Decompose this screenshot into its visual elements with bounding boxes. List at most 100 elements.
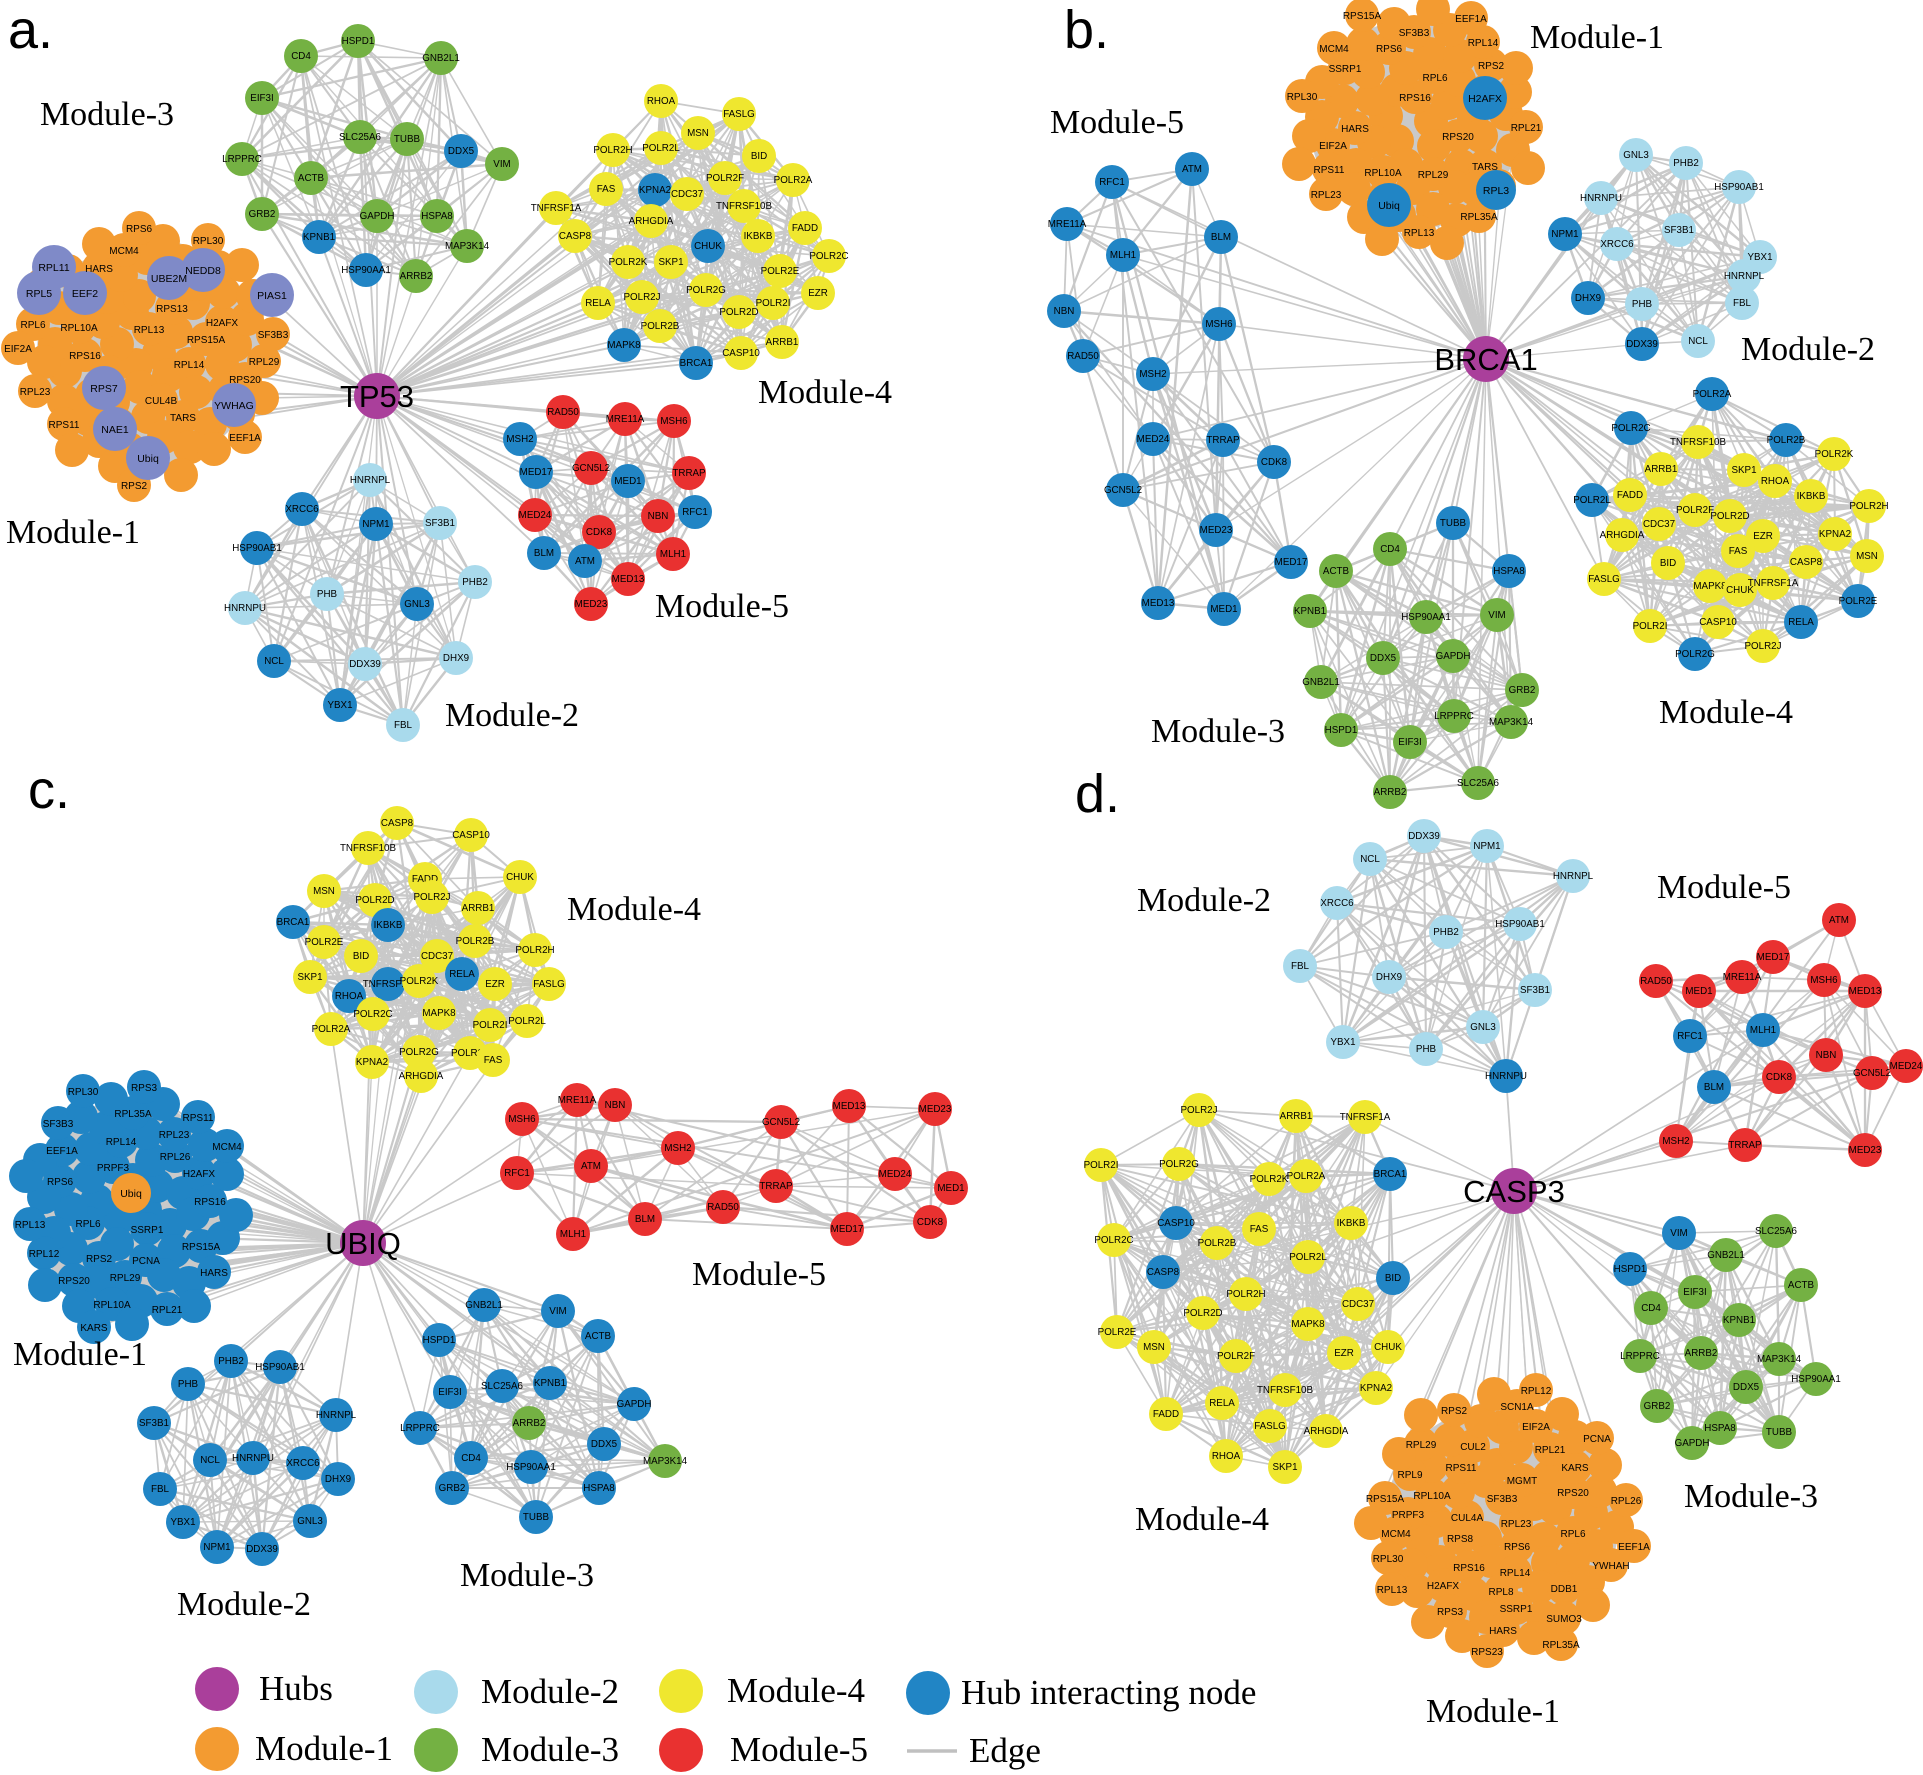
- svg-text:HSP90AA1: HSP90AA1: [506, 1462, 556, 1473]
- svg-text:RPS11: RPS11: [1314, 165, 1345, 176]
- svg-text:MED23: MED23: [575, 599, 608, 610]
- svg-text:RPL26: RPL26: [1611, 1496, 1642, 1507]
- svg-text:KPNA2: KPNA2: [639, 185, 671, 196]
- svg-text:Ubiq: Ubiq: [1378, 200, 1400, 212]
- svg-text:CHUK: CHUK: [1374, 1342, 1402, 1353]
- svg-text:CASP10: CASP10: [722, 348, 760, 359]
- svg-text:HNRNPL: HNRNPL: [1724, 271, 1765, 282]
- svg-text:MED17: MED17: [831, 1224, 864, 1235]
- svg-text:H2AFX: H2AFX: [1468, 93, 1502, 105]
- svg-text:SCN1A: SCN1A: [1500, 1402, 1534, 1413]
- svg-text:CDC37: CDC37: [1643, 519, 1675, 530]
- svg-text:HARS: HARS: [1341, 124, 1369, 135]
- svg-text:MSH6: MSH6: [660, 416, 688, 427]
- svg-text:POLR2J: POLR2J: [1180, 1105, 1217, 1116]
- svg-text:TUBB: TUBB: [523, 1512, 550, 1523]
- svg-text:Module-5: Module-5: [692, 1256, 826, 1293]
- svg-text:POLR2I: POLR2I: [1084, 1160, 1119, 1171]
- svg-text:HNRNPU: HNRNPU: [224, 603, 266, 614]
- svg-text:KPNB1: KPNB1: [1723, 1315, 1755, 1326]
- svg-text:POLR2I: POLR2I: [1633, 621, 1668, 632]
- svg-text:SF3B1: SF3B1: [1664, 225, 1694, 236]
- svg-text:Module-3: Module-3: [481, 1730, 619, 1769]
- svg-text:RPL14: RPL14: [174, 360, 205, 371]
- svg-text:GNL3: GNL3: [404, 599, 430, 610]
- svg-text:PHB2: PHB2: [1433, 927, 1459, 938]
- svg-text:DDX39: DDX39: [246, 1544, 278, 1555]
- svg-text:BRCA1: BRCA1: [1374, 1169, 1407, 1180]
- svg-text:RPS11: RPS11: [1446, 1463, 1477, 1474]
- svg-text:EIF2A: EIF2A: [4, 344, 32, 355]
- svg-text:CHUK: CHUK: [506, 872, 534, 883]
- svg-text:RPS16: RPS16: [69, 351, 101, 362]
- svg-text:BLM: BLM: [635, 1214, 655, 1225]
- svg-text:MRE11A: MRE11A: [606, 414, 645, 425]
- svg-text:HNRNPL: HNRNPL: [350, 475, 391, 486]
- svg-text:MAP3K14: MAP3K14: [643, 1456, 688, 1467]
- svg-text:GRB2: GRB2: [1644, 1401, 1671, 1412]
- svg-text:SF3B3: SF3B3: [1487, 1494, 1518, 1505]
- svg-text:DHX9: DHX9: [325, 1474, 351, 1485]
- svg-text:RPS3: RPS3: [131, 1083, 158, 1094]
- svg-text:Module-1: Module-1: [1530, 19, 1664, 56]
- svg-text:MCM4: MCM4: [109, 246, 139, 257]
- svg-text:HARS: HARS: [1489, 1626, 1517, 1637]
- svg-text:SSRP1: SSRP1: [1329, 64, 1362, 75]
- svg-text:Module-1: Module-1: [255, 1729, 393, 1768]
- svg-text:MED24: MED24: [879, 1169, 912, 1180]
- svg-text:MED24: MED24: [519, 510, 552, 521]
- svg-text:GNL3: GNL3: [297, 1516, 323, 1527]
- svg-text:POLR2E: POLR2E: [1839, 596, 1878, 607]
- svg-text:Module-3: Module-3: [1684, 1478, 1818, 1515]
- svg-text:POLR2A: POLR2A: [1693, 389, 1732, 400]
- svg-text:DHX9: DHX9: [443, 653, 469, 664]
- svg-text:POLR2K: POLR2K: [609, 257, 648, 268]
- svg-text:EZR: EZR: [808, 288, 828, 299]
- svg-text:HSPA8: HSPA8: [421, 211, 453, 222]
- svg-text:UBIQ: UBIQ: [325, 1226, 401, 1261]
- svg-text:MED17: MED17: [1275, 557, 1308, 568]
- svg-text:PHB2: PHB2: [1673, 158, 1699, 169]
- svg-text:POLR2C: POLR2C: [809, 251, 848, 262]
- svg-text:LRPPRC: LRPPRC: [222, 154, 262, 165]
- svg-text:MED24: MED24: [1137, 434, 1170, 445]
- svg-text:HSPA8: HSPA8: [583, 1483, 615, 1494]
- svg-text:RPL14: RPL14: [1468, 38, 1499, 49]
- svg-text:H2AFX: H2AFX: [1427, 1581, 1460, 1592]
- svg-text:XRCC6: XRCC6: [1600, 239, 1634, 250]
- svg-text:HSPD1: HSPD1: [423, 1335, 456, 1346]
- svg-text:RPL30: RPL30: [193, 236, 224, 247]
- svg-text:HSP90AA1: HSP90AA1: [1791, 1374, 1841, 1385]
- svg-text:HSPD1: HSPD1: [1614, 1264, 1647, 1275]
- svg-text:Hubs: Hubs: [259, 1669, 333, 1708]
- svg-text:RPL35A: RPL35A: [1460, 212, 1498, 223]
- svg-text:ARHGDIA: ARHGDIA: [629, 216, 674, 227]
- svg-text:NPM1: NPM1: [362, 519, 389, 530]
- svg-text:POLR2K: POLR2K: [400, 976, 439, 987]
- svg-text:RFC1: RFC1: [504, 1168, 530, 1179]
- svg-text:MSN: MSN: [313, 886, 335, 897]
- svg-text:RPS20: RPS20: [229, 375, 261, 386]
- svg-text:FBL: FBL: [151, 1484, 170, 1495]
- svg-text:NPM1: NPM1: [1473, 841, 1500, 852]
- svg-text:MGMT: MGMT: [1507, 1476, 1538, 1487]
- svg-text:POLR2F: POLR2F: [451, 1048, 489, 1059]
- svg-text:EZR: EZR: [1334, 1348, 1354, 1359]
- svg-text:RPL13: RPL13: [1377, 1585, 1408, 1596]
- svg-text:Module-3: Module-3: [1151, 713, 1285, 750]
- svg-text:MED1: MED1: [1210, 604, 1237, 615]
- svg-text:Module-4: Module-4: [1659, 694, 1793, 731]
- svg-text:HSPD1: HSPD1: [1325, 725, 1358, 736]
- svg-text:KPNB1: KPNB1: [303, 232, 335, 243]
- svg-text:NAE1: NAE1: [101, 424, 129, 436]
- svg-text:KARS: KARS: [80, 1323, 108, 1334]
- svg-text:POLR2D: POLR2D: [1710, 511, 1749, 522]
- svg-text:SKP1: SKP1: [658, 257, 683, 268]
- svg-text:BRCA1: BRCA1: [680, 358, 713, 369]
- svg-text:RPL14: RPL14: [1500, 1568, 1531, 1579]
- svg-text:Module-5: Module-5: [1657, 869, 1791, 906]
- svg-text:BRCA1: BRCA1: [277, 917, 310, 928]
- svg-text:SF3B3: SF3B3: [258, 330, 289, 341]
- svg-text:HNRNPU: HNRNPU: [232, 1453, 274, 1464]
- svg-text:PCNA: PCNA: [132, 1256, 160, 1267]
